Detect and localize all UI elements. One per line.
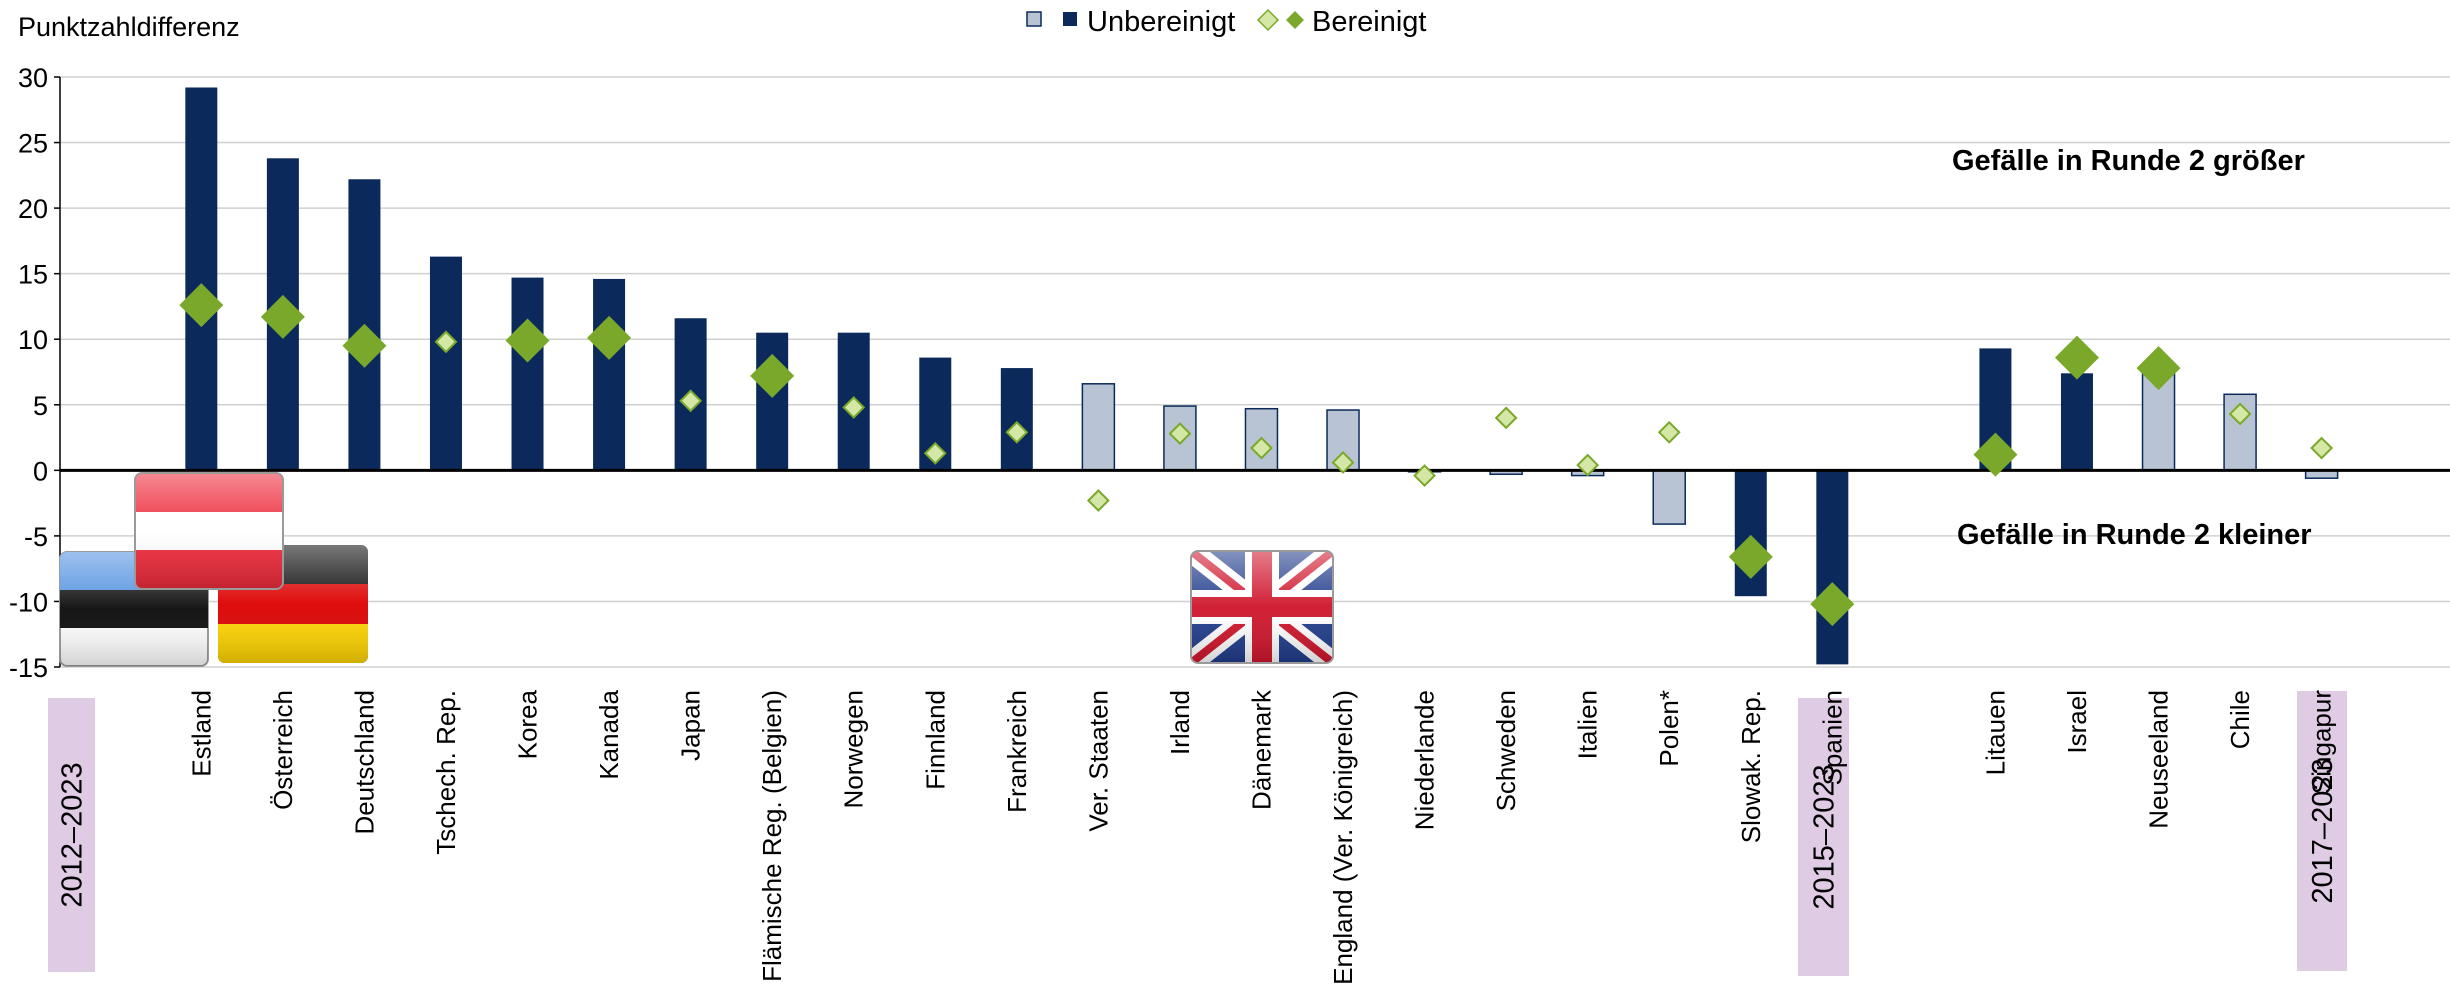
- diamond-spanien: [1810, 582, 1855, 627]
- period-box: [2297, 691, 2347, 971]
- diamond-niederlande: [1413, 464, 1436, 487]
- diamond-tschech-rep: [434, 330, 458, 354]
- diamond-israel: [2054, 335, 2099, 380]
- diamond-england-ver-königreich: [1331, 451, 1355, 474]
- bar-kanada: [593, 278, 626, 471]
- category-label-frankreich: Frankreich: [1002, 690, 1032, 813]
- category-label-kanada: Kanada: [594, 689, 624, 779]
- bar-spanien: [1816, 470, 1849, 665]
- legend-marker-light-square: [1026, 11, 1042, 27]
- category-label-litauen: Litauen: [1980, 690, 2010, 775]
- category-labels: Estland Österreich Deutschland Tschech. Rep…: [186, 689, 2337, 985]
- category-label-flämische-reg-belgien: Flämische Reg. (Belgien): [757, 690, 787, 982]
- category-label-italien: Italien: [1573, 690, 1603, 759]
- category-label-norwegen: Norwegen: [839, 690, 869, 809]
- bar-flämische-reg-belgien: [756, 332, 789, 471]
- y-tick-label: 25: [18, 129, 48, 159]
- category-label-schweden: Schweden: [1491, 690, 1521, 811]
- y-axis-ticks: 30 25 20 15 10 5 0 -5 -10 -15: [9, 63, 61, 683]
- uk-flag-icon: [1190, 550, 1334, 664]
- y-tick-label: 15: [18, 260, 48, 290]
- diamond-neuseeland: [2136, 346, 2181, 391]
- diamond-singapur: [2310, 436, 2334, 460]
- category-label-korea: Korea: [513, 689, 543, 759]
- category-label-irland: Irland: [1165, 690, 1195, 755]
- category-label-singapur: Singapur: [2307, 690, 2337, 794]
- y-tick-label: -15: [9, 653, 48, 683]
- diamond-korea: [505, 318, 550, 363]
- annotation-upper: Gefälle in Runde 2 größer: [1952, 145, 2305, 177]
- period-label: 2015–2023: [1809, 764, 1841, 909]
- period-label: 2012–2023: [57, 762, 89, 907]
- period-label: 2017–2023: [2307, 758, 2339, 903]
- diamond-litauen: [1973, 432, 2018, 477]
- diamond-finnland: [923, 441, 947, 465]
- diamonds: [179, 283, 2334, 627]
- legend-label-unbereinigt: Unbereinigt: [1087, 6, 1235, 38]
- diamond-frankreich: [1005, 420, 1029, 444]
- category-label-österreich: Österreich: [268, 690, 298, 810]
- category-label-finnland: Finnland: [920, 690, 950, 790]
- diamond-ver-staaten: [1086, 489, 1110, 512]
- y-tick-label: 5: [33, 391, 48, 421]
- legend-label-bereinigt: Bereinigt: [1312, 6, 1426, 38]
- diamond-deutschland: [342, 323, 387, 368]
- austria-flag-icon: [134, 472, 284, 590]
- diamond-japan: [679, 389, 703, 413]
- period-box: [48, 698, 95, 972]
- diamond-schweden: [1494, 406, 1518, 430]
- category-label-slowak-rep: Slowak. Rep.: [1736, 690, 1766, 843]
- diamond-italien: [1576, 453, 1600, 477]
- category-label-ver-staaten: Ver. Staaten: [1083, 690, 1113, 832]
- diamond-norwegen: [842, 395, 866, 419]
- category-label-chile: Chile: [2225, 690, 2255, 749]
- category-label-estland: Estland: [186, 690, 216, 777]
- diamond-dänemark: [1250, 436, 1273, 460]
- y-tick-label: -10: [9, 587, 48, 617]
- y-tick-label: -5: [24, 522, 48, 552]
- y-axis-title: Punktzahldifferenz: [18, 12, 240, 42]
- legend-marker-dark-square: [1063, 12, 1077, 26]
- bar-ver-staaten: [1081, 383, 1116, 472]
- bar-polen: [1652, 469, 1686, 525]
- y-tick-label: 20: [18, 194, 48, 224]
- category-label-polen: Polen*: [1654, 690, 1684, 767]
- diamond-irland: [1168, 422, 1192, 446]
- bar-estland: [185, 87, 218, 471]
- diamond-polen: [1657, 420, 1681, 444]
- bar-tschech-rep: [429, 256, 462, 471]
- category-label-dänemark: Dänemark: [1246, 689, 1276, 810]
- annotation-lower: Gefälle in Runde 2 kleiner: [1957, 519, 2312, 551]
- bar-israel: [2060, 373, 2093, 471]
- legend: Unbereinigt Bereinigt: [1026, 6, 1426, 38]
- bar-korea: [511, 277, 544, 471]
- category-label-japan: Japan: [676, 690, 706, 761]
- category-label-israel: Israel: [2062, 690, 2092, 754]
- diamond-slowak-rep: [1728, 534, 1773, 579]
- legend-marker-light-diamond: [1256, 8, 1280, 32]
- legend-marker-dark-diamond: [1286, 11, 1304, 29]
- category-label-spanien: Spanien: [1817, 690, 1847, 785]
- y-tick-label: 30: [18, 63, 48, 93]
- category-label-tschech-rep: Tschech. Rep.: [431, 690, 461, 855]
- diamond-österreich: [260, 294, 305, 339]
- category-label-deutschland: Deutschland: [349, 690, 379, 835]
- diamond-flämische-reg-belgien: [750, 353, 795, 398]
- period-box: [1798, 698, 1849, 976]
- category-label-niederlande: Niederlande: [1410, 690, 1440, 830]
- y-tick-label: 0: [33, 456, 48, 486]
- category-label-neuseeland: Neuseeland: [2144, 690, 2174, 829]
- bar-frankreich: [1000, 368, 1033, 471]
- diamond-estland: [179, 283, 224, 328]
- diamond-chile: [2228, 402, 2252, 426]
- period-boxes: 2012–2023 2015–2023 2017–2023: [48, 691, 2347, 976]
- category-label-england-ver-königreich: England (Ver. Königreich): [1328, 690, 1358, 985]
- diamond-kanada: [587, 315, 632, 360]
- flags: [59, 472, 1334, 667]
- y-tick-label: 10: [18, 325, 48, 355]
